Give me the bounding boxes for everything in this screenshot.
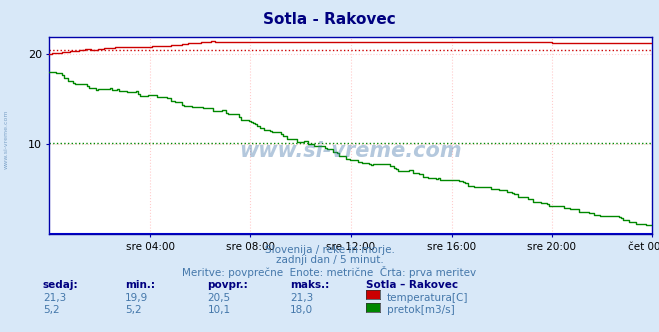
Text: sedaj:: sedaj: [43,280,78,290]
Text: 18,0: 18,0 [290,305,313,315]
Text: 10,1: 10,1 [208,305,231,315]
Text: min.:: min.: [125,280,156,290]
Text: Sotla – Rakovec: Sotla – Rakovec [366,280,458,290]
Text: Sotla - Rakovec: Sotla - Rakovec [263,12,396,27]
Text: www.si-vreme.com: www.si-vreme.com [4,110,9,169]
Text: 21,3: 21,3 [43,293,66,303]
Text: zadnji dan / 5 minut.: zadnji dan / 5 minut. [275,255,384,265]
Text: povpr.:: povpr.: [208,280,248,290]
Text: Slovenija / reke in morje.: Slovenija / reke in morje. [264,245,395,255]
Text: pretok[m3/s]: pretok[m3/s] [387,305,455,315]
Text: Meritve: povprečne  Enote: metrične  Črta: prva meritev: Meritve: povprečne Enote: metrične Črta:… [183,266,476,278]
Text: maks.:: maks.: [290,280,330,290]
Text: temperatura[C]: temperatura[C] [387,293,469,303]
Text: 19,9: 19,9 [125,293,148,303]
Text: 20,5: 20,5 [208,293,231,303]
Text: www.si-vreme.com: www.si-vreme.com [240,141,462,161]
Text: 5,2: 5,2 [125,305,142,315]
Text: 21,3: 21,3 [290,293,313,303]
Text: 5,2: 5,2 [43,305,59,315]
